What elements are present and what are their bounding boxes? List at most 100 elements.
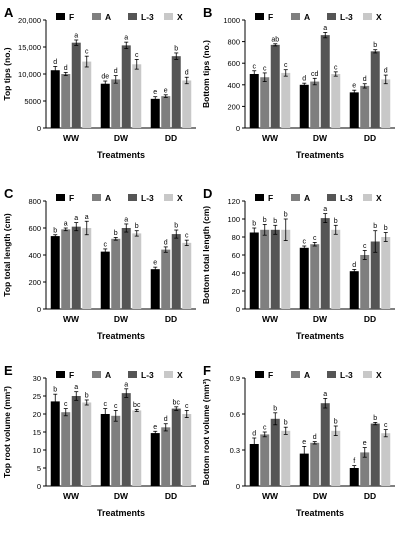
bar-l-3-dw: [121, 393, 131, 486]
significance-letter: b: [174, 45, 178, 52]
x-tick-label: WW: [63, 314, 80, 324]
x-tick-label: DD: [165, 133, 177, 143]
significance-letter: d: [64, 65, 68, 72]
legend-swatch-x: [164, 194, 173, 201]
significance-letter: c: [185, 403, 189, 410]
bar-a-dd: [161, 96, 171, 128]
legend-label: A: [105, 370, 111, 380]
significance-letter: b: [334, 218, 338, 225]
significance-letter: a: [124, 216, 128, 223]
panel-letter: F: [203, 363, 211, 378]
x-axis-label: Treatments: [296, 150, 344, 160]
legend: F A L-3 X: [255, 12, 382, 22]
bar-f-dd: [150, 269, 160, 309]
legend-label: F: [69, 12, 74, 22]
significance-letter: c: [104, 401, 108, 408]
y-axis-label: Bottom tips (no.): [201, 40, 211, 108]
significance-letter: b: [85, 392, 89, 399]
bar-f-ww: [50, 401, 60, 486]
bar-l-3-dd: [171, 408, 181, 486]
y-tick-label: 25: [33, 392, 41, 401]
legend-label: A: [105, 12, 111, 22]
significance-letter: bc: [133, 402, 141, 409]
legend-label: A: [304, 370, 310, 380]
y-tick-label: 60: [232, 251, 240, 260]
bar-x-ww: [82, 402, 92, 486]
legend-swatch-f: [255, 371, 264, 378]
y-tick-label: 40: [232, 269, 240, 278]
bar-a-dw: [310, 244, 320, 309]
bar-f-dw: [100, 83, 110, 128]
bar-f-ww: [249, 444, 259, 486]
y-tick-label: 0: [37, 305, 41, 314]
legend-label: X: [376, 193, 382, 203]
significance-letter: d: [164, 416, 168, 423]
bar-l-3-ww: [270, 44, 280, 129]
bar-x-ww: [281, 72, 291, 128]
bar-x-dd: [182, 80, 192, 128]
significance-letter: a: [74, 32, 78, 39]
significance-letter: cd: [311, 71, 319, 78]
y-tick-label: 10,000: [18, 70, 41, 79]
panel-letter: C: [4, 186, 14, 201]
bar-x-dd: [182, 414, 192, 486]
y-tick-label: 10: [33, 446, 41, 455]
legend-swatch-a: [291, 194, 300, 201]
legend-label: F: [69, 193, 74, 203]
legend-swatch-a: [92, 194, 101, 201]
bar-l-3-dd: [171, 56, 181, 128]
significance-letter: c: [363, 243, 367, 250]
significance-letter: e: [153, 260, 157, 267]
bar-x-dw: [132, 64, 142, 128]
bar-l-3-dd: [171, 234, 181, 309]
bar-a-dd: [360, 255, 370, 309]
legend-swatch-x: [363, 194, 372, 201]
legend-swatch-a: [92, 371, 101, 378]
significance-letter: b: [373, 415, 377, 422]
bar-f-ww: [50, 70, 60, 128]
y-axis-label: Top root volume (mm³): [2, 386, 12, 478]
bar-a-dw: [111, 415, 121, 486]
legend-label: X: [376, 370, 382, 380]
legend-swatch-a: [92, 13, 101, 20]
bar-l-3-ww: [270, 229, 280, 309]
bar-x-dd: [381, 433, 391, 486]
bar-f-dw: [100, 414, 110, 486]
y-tick-label: 0.6: [230, 410, 240, 419]
legend-label: X: [177, 193, 183, 203]
x-tick-label: WW: [262, 491, 279, 501]
x-tick-label: DW: [313, 491, 328, 501]
x-tick-label: DW: [313, 314, 328, 324]
bar-x-dw: [132, 410, 142, 486]
bar-x-dd: [381, 79, 391, 128]
significance-letter: a: [64, 221, 68, 228]
panel-letter: B: [203, 5, 212, 20]
legend-label: L-3: [340, 12, 353, 22]
y-axis-label: Top tips (no.): [2, 47, 12, 100]
significance-letter: b: [273, 218, 277, 225]
bar-x-dw: [331, 430, 341, 486]
bar-a-dd: [360, 452, 370, 486]
bar-f-ww: [50, 236, 60, 309]
x-tick-label: DD: [165, 491, 177, 501]
y-tick-label: 0: [236, 482, 240, 491]
bar-f-dw: [299, 84, 309, 128]
y-tick-label: 600: [227, 59, 240, 68]
bar-f-dd: [150, 98, 160, 128]
significance-letter: b: [373, 223, 377, 230]
significance-letter: a: [74, 215, 78, 222]
legend-swatch-x: [363, 371, 372, 378]
bar-l-3-ww: [71, 396, 81, 486]
x-tick-label: WW: [262, 314, 279, 324]
y-tick-label: 0: [37, 124, 41, 133]
bar-f-dd: [150, 433, 160, 486]
bar-l-3-dw: [121, 45, 131, 128]
bar-a-ww: [61, 229, 71, 309]
significance-letter: e: [352, 83, 356, 90]
significance-letter: b: [284, 212, 288, 219]
legend-swatch-l-3: [327, 194, 336, 201]
legend-label: L-3: [340, 193, 353, 203]
